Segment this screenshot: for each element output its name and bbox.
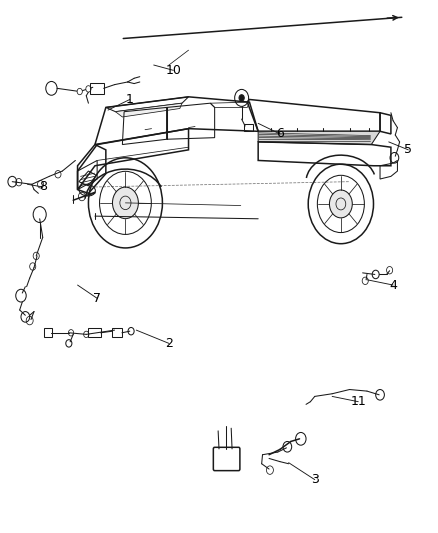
- Circle shape: [86, 86, 91, 92]
- Text: 2: 2: [165, 337, 173, 350]
- Circle shape: [113, 187, 138, 219]
- Text: 10: 10: [166, 64, 181, 77]
- Text: 3: 3: [311, 473, 319, 486]
- Circle shape: [239, 95, 244, 101]
- Text: 8: 8: [39, 181, 47, 193]
- Text: 4: 4: [389, 279, 397, 292]
- Polygon shape: [258, 131, 380, 144]
- Polygon shape: [116, 103, 182, 117]
- Text: 7: 7: [93, 292, 101, 305]
- Circle shape: [329, 190, 352, 218]
- Circle shape: [77, 88, 82, 95]
- Text: 1: 1: [126, 93, 134, 106]
- Text: 5: 5: [404, 143, 412, 156]
- Text: 11: 11: [350, 395, 366, 408]
- Text: 6: 6: [276, 127, 284, 140]
